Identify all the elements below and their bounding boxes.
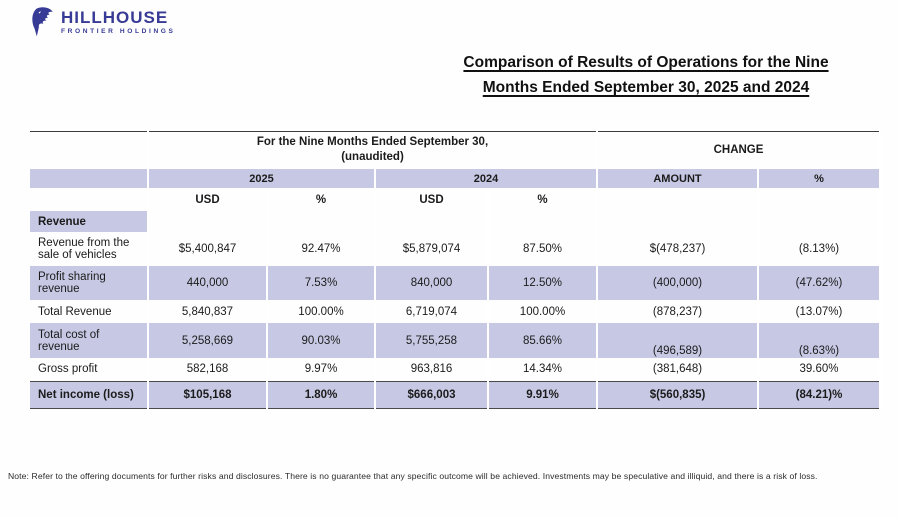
- cell-change-amount: $(560,835): [597, 380, 759, 409]
- cell-pct-2025: 100.00%: [267, 300, 376, 324]
- logo-subtitle: FRONTIER HOLDINGS: [61, 28, 176, 35]
- cell-change-amount: $(478,237): [597, 232, 759, 267]
- cell-usd-2025: 582,168: [148, 358, 268, 382]
- row-label: Total Revenue: [30, 300, 149, 324]
- table-row-total-revenue: Total Revenue 5,840,837 100.00% 6,719,07…: [30, 300, 881, 324]
- cell-pct-2024: 14.34%: [488, 358, 598, 382]
- cell-change-pct: (13.07%): [758, 300, 881, 324]
- cell-usd-2024: 840,000: [375, 266, 489, 301]
- table-row-profit-sharing: Profit sharing revenue 440,000 7.53% 840…: [30, 266, 881, 301]
- page-title-line2: Months Ended September 30, 2025 and 2024: [482, 78, 810, 96]
- cell-pct-2025: 9.97%: [267, 358, 376, 382]
- row-label: Revenue from the sale of vehicles: [30, 232, 149, 267]
- usd-2024-header: USD: [375, 188, 489, 212]
- cell-change-amount: (400,000): [597, 266, 759, 301]
- cell-pct-2024: 87.50%: [488, 232, 598, 267]
- year-2025-header: 2025: [148, 169, 376, 189]
- cell-change-pct: (47.62%): [758, 266, 881, 301]
- cell-usd-2025: $105,168: [148, 380, 268, 409]
- hillhouse-logo: HILLHOUSE FRONTIER HOLDINGS: [0, 0, 899, 38]
- usd-2025-header: USD: [148, 188, 268, 212]
- cell-pct-2024: 12.50%: [488, 266, 598, 301]
- pct-2024-header: %: [488, 188, 598, 212]
- section-label-revenue: Revenue: [30, 211, 149, 233]
- change-header-cell: CHANGE: [597, 130, 881, 170]
- cell-pct-2024: 85.66%: [488, 323, 598, 359]
- pct-2025-header: %: [267, 188, 376, 212]
- table-group-header-row: For the Nine Months Ended September 30, …: [30, 130, 881, 170]
- cell-usd-2024: $5,879,074: [375, 232, 489, 267]
- cell-change-pct: (84.21)%: [758, 380, 881, 409]
- page-title: Comparison of Results of Operations for …: [411, 51, 881, 101]
- revenue-section-row: Revenue: [30, 211, 881, 233]
- amount-header: AMOUNT: [597, 169, 759, 189]
- cell-change-pct: (8.63%): [758, 323, 881, 359]
- cell-usd-2025: 5,258,669: [148, 323, 268, 359]
- cell-usd-2025: 5,840,837: [148, 300, 268, 324]
- table-row-gross-profit: Gross profit 582,168 9.97% 963,816 14.34…: [30, 358, 881, 382]
- row-label: Gross profit: [30, 358, 149, 382]
- table-row-total-cost-of-revenue: Total cost of revenue 5,258,669 90.03% 5…: [30, 323, 881, 359]
- logo-name: HILLHOUSE: [61, 8, 169, 27]
- empty-corner-cell: [30, 130, 149, 170]
- row-label: Net income (loss): [30, 380, 149, 409]
- cell-usd-2024: 6,719,074: [375, 300, 489, 324]
- cell-pct-2025: 92.47%: [267, 232, 376, 267]
- pct-change-header: %: [758, 169, 881, 189]
- eagle-logo-icon: [32, 7, 53, 37]
- cell-change-amount: (496,589): [597, 323, 759, 359]
- cell-usd-2024: $666,003: [375, 380, 489, 409]
- page-title-line1: Comparison of Results of Operations for …: [463, 54, 829, 71]
- table-row-net-income: Net income (loss) $105,168 1.80% $666,00…: [30, 380, 881, 409]
- cell-pct-2024: 9.91%: [488, 380, 598, 409]
- cell-usd-2024: 963,816: [375, 358, 489, 382]
- row-label: Profit sharing revenue: [30, 266, 149, 301]
- empty-year-cell: [30, 169, 149, 189]
- table-unit-header-row: USD % USD %: [30, 188, 881, 212]
- row-label: Total cost of revenue: [30, 323, 149, 359]
- cell-usd-2025: 440,000: [148, 266, 268, 301]
- results-comparison-table: For the Nine Months Ended September 30, …: [30, 130, 881, 409]
- cell-pct-2024: 100.00%: [488, 300, 598, 324]
- period-header-cell: For the Nine Months Ended September 30, …: [148, 130, 598, 170]
- cell-pct-2025: 1.80%: [267, 380, 376, 409]
- cell-pct-2025: 90.03%: [267, 323, 376, 359]
- cell-usd-2025: $5,400,847: [148, 232, 268, 267]
- cell-change-pct: 39.60%: [758, 358, 881, 382]
- table-year-header-row: 2025 2024 AMOUNT %: [30, 169, 881, 189]
- cell-usd-2024: 5,755,258: [375, 323, 489, 359]
- disclaimer-note: Note: Refer to the offering documents fo…: [8, 470, 818, 481]
- year-2024-header: 2024: [375, 169, 598, 189]
- cell-pct-2025: 7.53%: [267, 266, 376, 301]
- cell-change-pct: (8.13%): [758, 232, 881, 267]
- cell-change-amount: (381,648): [597, 358, 759, 382]
- cell-change-amount: (878,237): [597, 300, 759, 324]
- table-row-revenue-vehicles: Revenue from the sale of vehicles $5,400…: [30, 232, 881, 267]
